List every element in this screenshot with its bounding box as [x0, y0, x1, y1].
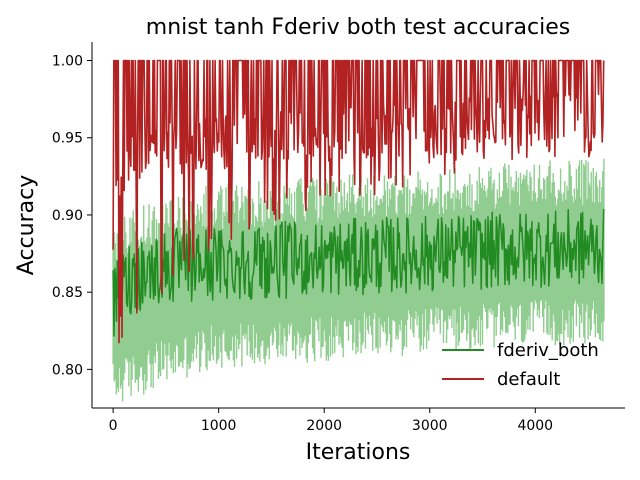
y-tick-label: 0.95	[52, 131, 83, 147]
legend: fderiv_both default	[442, 340, 599, 390]
x-axis-ticks: 0 1000 2000 3000 4000	[109, 408, 553, 434]
default-series-path	[112, 59, 605, 344]
x-axis-label: Iterations	[306, 440, 411, 465]
y-tick-label: 0.90	[52, 208, 83, 224]
chart-title: mnist tanh Fderiv both test accuracies	[146, 15, 570, 40]
y-tick-label: 1.00	[52, 54, 83, 70]
y-tick-label: 0.80	[52, 362, 83, 378]
legend-label-fderiv-both: fderiv_both	[497, 340, 599, 361]
plot-area	[112, 59, 605, 402]
fderiv-both-mean-path	[112, 208, 605, 337]
y-axis-label: Accuracy	[14, 175, 39, 275]
y-tick-label: 0.85	[52, 285, 83, 301]
x-tick-label: 1000	[201, 418, 237, 434]
legend-label-default: default	[497, 369, 560, 390]
x-tick-label: 3000	[412, 418, 448, 434]
y-axis-ticks: 0.80 0.85 0.90 0.95 1.00	[52, 54, 92, 378]
x-tick-label: 2000	[306, 418, 342, 434]
x-tick-label: 4000	[517, 418, 553, 434]
fderiv-both-line	[112, 208, 605, 337]
x-tick-label: 0	[109, 418, 118, 434]
default-line	[112, 59, 605, 344]
